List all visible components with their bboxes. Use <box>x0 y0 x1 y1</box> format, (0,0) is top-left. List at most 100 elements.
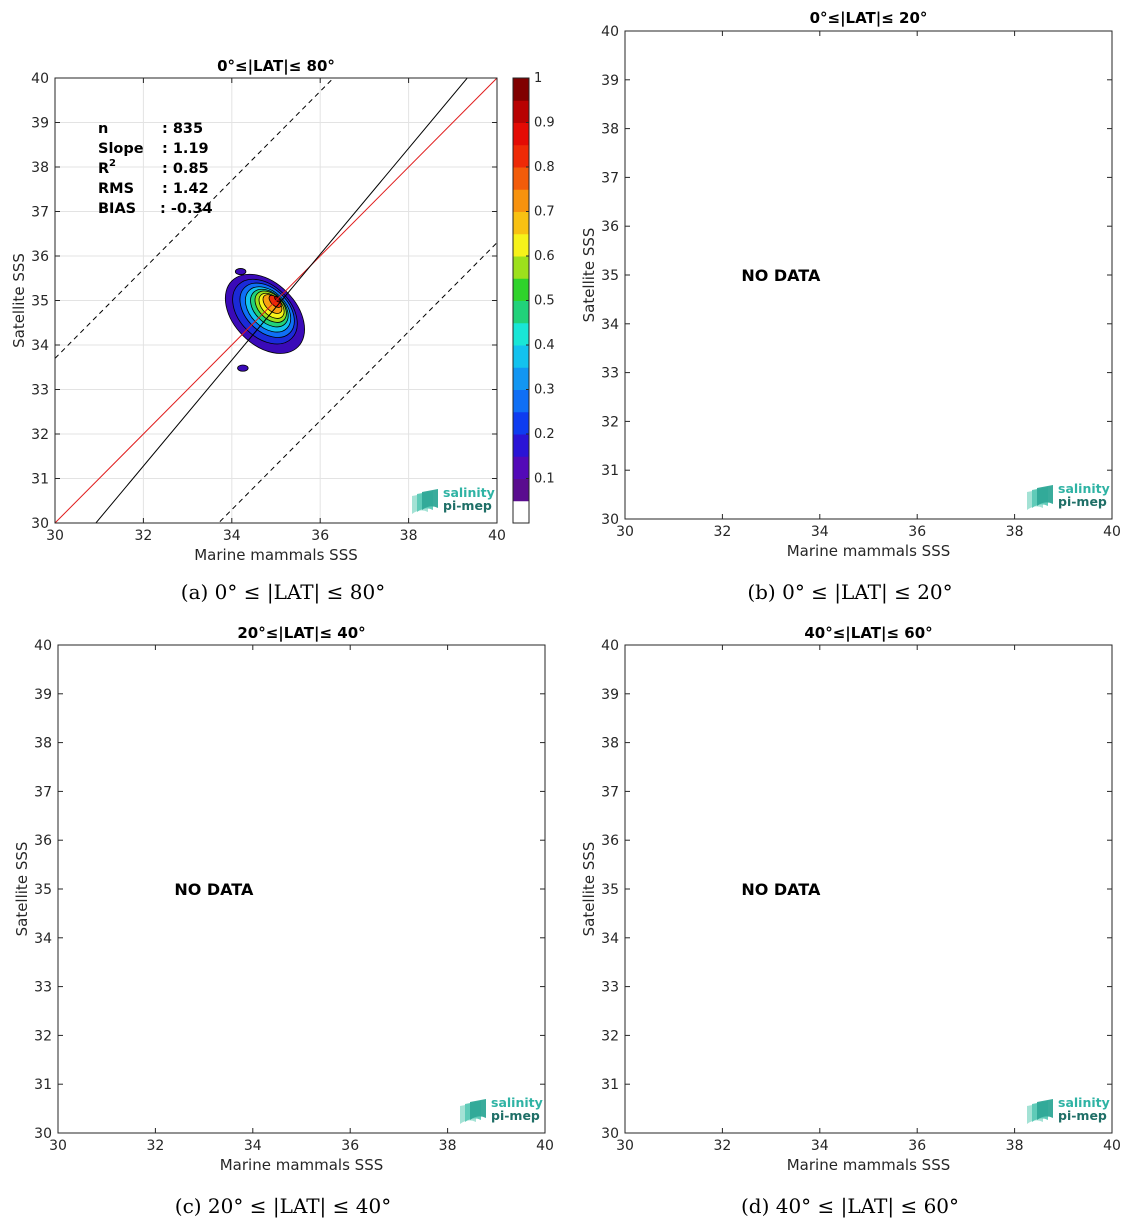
logo-text-pimep: pi-mep <box>1058 494 1107 509</box>
y-tick-label: 33 <box>31 383 49 399</box>
y-axis-label: Satellite SSS <box>10 253 28 348</box>
y-tick-label: 34 <box>601 931 619 947</box>
colorbar-segment <box>513 500 529 524</box>
x-tick-label: 32 <box>134 528 152 544</box>
no-data-label: NO DATA <box>741 880 821 899</box>
x-tick-label: 38 <box>1006 524 1024 540</box>
x-tick-label: 36 <box>311 528 329 544</box>
colorbar-segment <box>513 256 529 279</box>
y-tick-label: 33 <box>601 366 619 382</box>
x-tick-label: 40 <box>1103 1138 1121 1154</box>
y-tick-label: 40 <box>601 638 619 654</box>
y-tick-label: 31 <box>601 463 619 479</box>
logo-wave-icon <box>1037 485 1053 506</box>
y-tick-label: 35 <box>31 294 49 310</box>
y-tick-label: 36 <box>31 249 49 265</box>
y-tick-label: 40 <box>31 71 49 87</box>
y-tick-label: 37 <box>34 784 52 800</box>
plot-area <box>55 78 497 523</box>
colorbar-tick-label: 0.4 <box>534 338 555 353</box>
x-tick-label: 30 <box>616 1138 634 1154</box>
logo-text-salinity: salinity <box>1058 1095 1110 1110</box>
logo-text-salinity: salinity <box>1058 481 1110 496</box>
logo-text-pimep: pi-mep <box>1058 1108 1107 1123</box>
logo-text-pimep: pi-mep <box>491 1108 540 1123</box>
y-tick-label: 32 <box>601 1028 619 1044</box>
x-axis-label: Marine mammals SSS <box>787 1156 951 1174</box>
density-blob <box>234 268 247 276</box>
y-tick-label: 39 <box>601 687 619 703</box>
axes-box <box>624 30 1113 520</box>
y-tick-label: 34 <box>34 931 52 947</box>
x-tick-label: 30 <box>49 1138 67 1154</box>
colorbar-segment <box>513 478 529 502</box>
colorbar-tick-label: 0.2 <box>534 427 555 442</box>
x-tick-label: 30 <box>46 528 64 544</box>
stat-label: RMS <box>98 181 134 197</box>
y-tick-label: 38 <box>601 736 619 752</box>
logo-wave-icon <box>422 489 438 510</box>
y-tick-label: 37 <box>601 784 619 800</box>
y-tick-label: 35 <box>34 882 52 898</box>
x-axis-label: Marine mammals SSS <box>787 542 951 560</box>
panel-caption: (d) 40° ≤ |LAT| ≤ 60° <box>741 1194 959 1219</box>
y-tick-label: 39 <box>34 687 52 703</box>
x-tick-label: 38 <box>1006 1138 1024 1154</box>
y-tick-label: 38 <box>31 160 49 176</box>
panel-c: 30 32 34 36 38 40 30 31 32 33 34 35 36 37 38 39 40 Marine… <box>13 624 554 1219</box>
axes-box <box>57 644 546 1134</box>
colorbar-segment <box>513 456 529 479</box>
stat-value: : 1.42 <box>162 181 209 197</box>
stat-label: n <box>98 121 108 137</box>
x-tick-label: 34 <box>811 1138 829 1154</box>
logo-wave-icon <box>470 1099 486 1120</box>
y-tick-label: 40 <box>34 638 52 654</box>
colorbar-segment <box>513 78 529 101</box>
panel-title: 0°≤|LAT|≤ 20° <box>810 9 928 28</box>
y-tick-label: 31 <box>34 1077 52 1093</box>
y-tick-label: 32 <box>31 427 49 443</box>
y-tick-label: 35 <box>601 268 619 284</box>
colorbar-tick-label: 1 <box>534 71 542 86</box>
y-tick-label: 34 <box>601 317 619 333</box>
panel-title: 40°≤|LAT|≤ 60° <box>804 624 932 643</box>
colorbar-segment <box>513 411 529 435</box>
stat-label: Slope <box>98 141 144 157</box>
stat-value: : 0.85 <box>162 161 209 177</box>
y-tick-label: 31 <box>601 1077 619 1093</box>
axes-box <box>624 644 1113 1134</box>
panel-caption: (c) 20° ≤ |LAT| ≤ 40° <box>175 1194 391 1219</box>
y-tick-label: 38 <box>601 122 619 138</box>
x-tick-label: 40 <box>536 1138 554 1154</box>
stat-superscript: 2 <box>109 158 116 169</box>
logo-text-pimep: pi-mep <box>443 498 492 513</box>
no-data-label: NO DATA <box>741 266 821 285</box>
colorbar-segment <box>513 122 529 146</box>
x-tick-label: 40 <box>488 528 506 544</box>
y-tick-label: 32 <box>601 414 619 430</box>
y-tick-label: 36 <box>34 833 52 849</box>
colorbar-segment <box>513 367 529 390</box>
y-tick-label: 31 <box>31 472 49 488</box>
y-tick-label: 33 <box>34 980 52 996</box>
y-tick-label: 36 <box>601 833 619 849</box>
colorbar-segment <box>513 389 529 413</box>
stat-value: : -0.34 <box>160 201 213 217</box>
colorbar-segment <box>513 434 529 457</box>
y-tick-label: 37 <box>601 170 619 186</box>
colorbar-tick-label: 0.1 <box>534 472 555 487</box>
density-blob <box>237 364 249 372</box>
x-tick-label: 40 <box>1103 524 1121 540</box>
logo-text-salinity: salinity <box>491 1095 543 1110</box>
y-axis-label: Satellite SSS <box>580 842 598 937</box>
y-tick-label: 30 <box>601 1126 619 1142</box>
panel-title: 0°≤|LAT|≤ 80° <box>217 57 335 76</box>
y-tick-label: 40 <box>601 24 619 40</box>
y-tick-label: 30 <box>601 512 619 528</box>
x-tick-label: 38 <box>439 1138 457 1154</box>
y-tick-label: 30 <box>34 1126 52 1142</box>
dashed-bound-line <box>217 242 497 523</box>
